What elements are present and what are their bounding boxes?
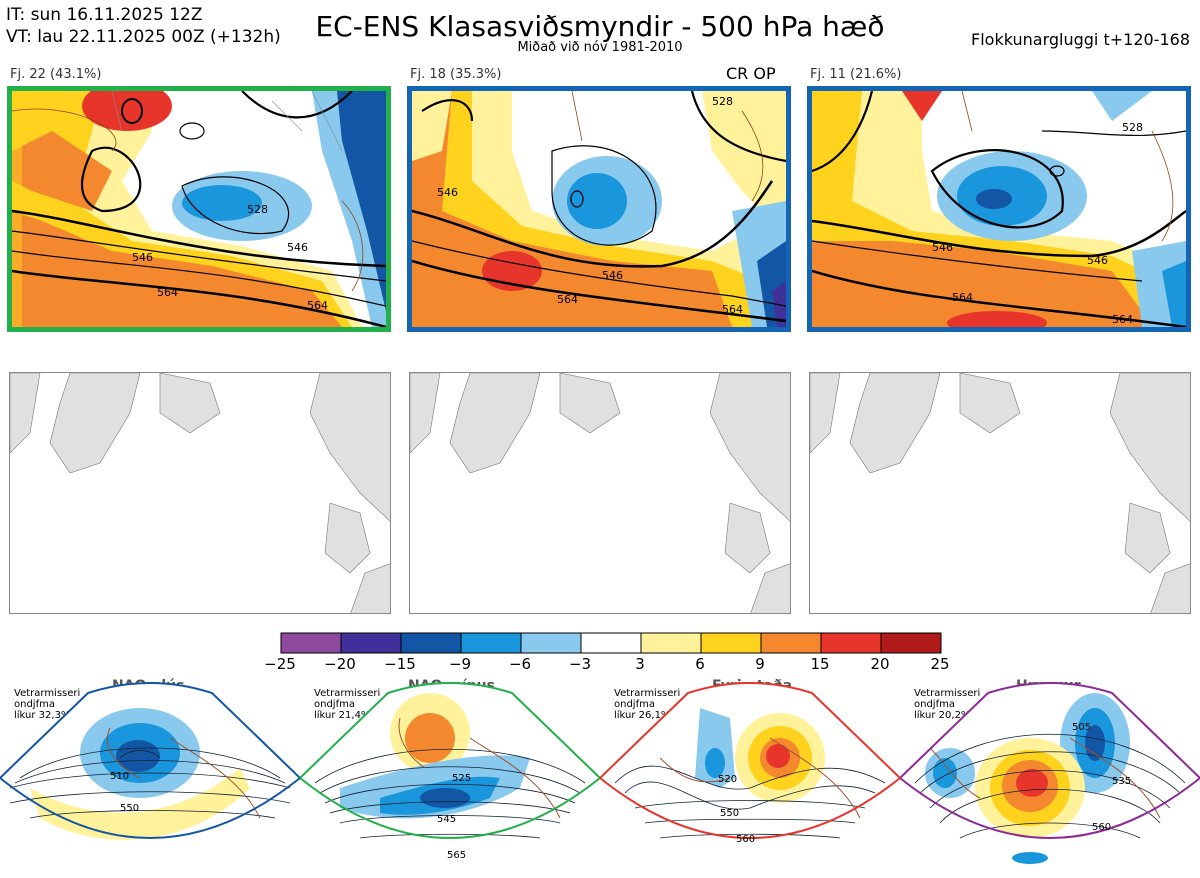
regime-stats: Vetrarmisseri ondjfma líkur 20,2% (914, 688, 981, 721)
regime-contour-label: 560 (736, 834, 755, 845)
colorbar-tick: −15 (384, 655, 416, 673)
colorbar-cell (520, 632, 582, 654)
regime-ridge[interactable]: Vetrarmisseri ondjfma líkur 20,2% Hryggu… (900, 678, 1200, 878)
colorbar-cell (400, 632, 462, 654)
colorbar-tick: 25 (930, 655, 950, 673)
regime-contour-label: 510 (110, 771, 129, 782)
regime-contour-label: 550 (720, 808, 739, 819)
colorbar-cell (700, 632, 762, 654)
regime-nao-plus[interactable]: Vetrarmisseri ondjfma líkur 32,3% NAO pl… (0, 678, 300, 878)
cluster-2-contour-label: 564 (722, 303, 743, 316)
cluster-3-map[interactable]: 528 546 546 564 564 (807, 86, 1191, 332)
colorbar-cell (460, 632, 522, 654)
regime-contour-label: 525 (452, 773, 471, 784)
cluster-1-contour-label: 546 (287, 241, 308, 254)
colorbar-cell (760, 632, 822, 654)
cluster-3-contour-label: 546 (1087, 254, 1108, 267)
colorbar-tick: −3 (568, 655, 592, 673)
cluster-2-label: Fj. 18 (35.3%) (410, 67, 502, 82)
regime-contour-label: 560 (1092, 822, 1111, 833)
regime-stats: Vetrarmisseri ondjfma líkur 32,3% (14, 688, 81, 721)
cluster-2-map[interactable]: 546 546 528 564 564 (407, 86, 791, 332)
regime-stats: Vetrarmisseri ondjfma líkur 26,1% (614, 688, 681, 721)
header-info: IT: sun 16.11.2025 12Z VT: lau 22.11.202… (6, 4, 281, 48)
cluster-2-contour-label: 564 (557, 293, 578, 306)
cluster-1-anomaly-map (9, 372, 391, 614)
cluster-3-contour-label: 546 (932, 241, 953, 254)
page-title: EC-ENS Klasasviðsmyndir - 500 hPa hæð (315, 10, 885, 43)
page-subtitle: Miðað við nóv 1981-2010 (517, 40, 683, 55)
regime-contour-label: 545 (437, 814, 456, 825)
colorbar-tick: 20 (870, 655, 890, 673)
colorbar-tick: −9 (448, 655, 472, 673)
control-operational-tag: CR OP (726, 64, 776, 83)
colorbar-cell (280, 632, 342, 654)
cluster-2-contour-label: 546 (437, 186, 458, 199)
regime-nao-minus[interactable]: Vetrarmisseri ondjfma líkur 21,4% NAO mí… (300, 678, 600, 878)
cluster-1-contour-label: 546 (132, 251, 153, 264)
initial-time: IT: sun 16.11.2025 12Z (6, 5, 203, 25)
cluster-1-contour-label: 528 (247, 203, 268, 216)
cluster-1-contour-label: 564 (157, 286, 178, 299)
cluster-3-contour-label: 528 (1122, 121, 1143, 134)
colorbar-cell (880, 632, 942, 654)
regime-contour-label: 520 (718, 774, 737, 785)
cluster-1-map[interactable]: 528 546 564 564 546 (7, 86, 391, 332)
colorbar-cell (820, 632, 882, 654)
colorbar-tick: −25 (264, 655, 296, 673)
cluster-3-contour-label: 564 (1112, 313, 1133, 326)
regime-contour-label: 535 (1112, 776, 1131, 787)
colorbar-cell (340, 632, 402, 654)
colorbar-tick: 6 (695, 655, 705, 673)
cluster-1-label: Fj. 22 (43.1%) (10, 67, 102, 82)
colorbar-tick: −20 (324, 655, 356, 673)
colorbar-tick: 9 (755, 655, 765, 673)
cluster-2-contour-label: 546 (602, 269, 623, 282)
regime-stats: Vetrarmisseri ondjfma líkur 21,4% (314, 688, 381, 721)
classification-window: Flokkunargluggi t+120-168 (971, 30, 1190, 49)
colorbar-cell (640, 632, 702, 654)
regime-contour-label: 505 (1072, 722, 1091, 733)
cluster-3-anomaly-map (809, 372, 1191, 614)
regime-contour-label: 565 (447, 850, 466, 861)
valid-time: VT: lau 22.11.2025 00Z (+132h) (6, 27, 281, 47)
cluster-2-contour-label: 528 (712, 95, 733, 108)
regime-contour-label: 550 (120, 803, 139, 814)
cluster-2-anomaly-map (409, 372, 791, 614)
cluster-3-contour-label: 564 (952, 291, 973, 304)
colorbar (280, 632, 944, 658)
colorbar-ticks: −25 −20 −15 −9 −6 −3 3 6 9 15 20 25 (255, 655, 965, 675)
colorbar-tick: 3 (635, 655, 645, 673)
colorbar-cell (580, 632, 642, 654)
cluster-1-contour-label: 564 (307, 299, 328, 312)
colorbar-tick: 15 (810, 655, 830, 673)
regime-blocking[interactable]: Vetrarmisseri ondjfma líkur 26,1% Fyrirs… (600, 678, 900, 878)
cluster-3-label: Fj. 11 (21.6%) (810, 67, 902, 82)
colorbar-tick: −6 (508, 655, 532, 673)
